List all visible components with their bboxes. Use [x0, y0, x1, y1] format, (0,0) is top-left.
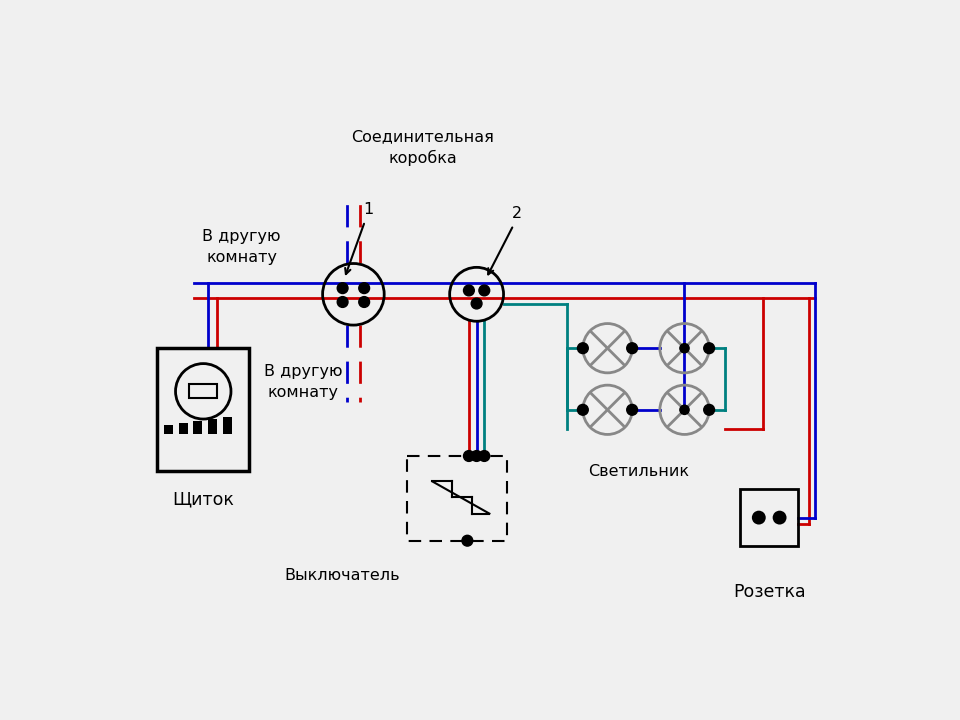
Circle shape [464, 451, 474, 462]
Text: Розетка: Розетка [732, 583, 805, 601]
Circle shape [680, 405, 689, 415]
Bar [223, 417, 231, 434]
Circle shape [578, 343, 588, 354]
Circle shape [479, 451, 490, 462]
Bar [740, 489, 798, 546]
Text: В другую
комнату: В другую комнату [203, 229, 281, 265]
Text: Выключатель: Выключатель [284, 567, 399, 582]
Circle shape [627, 343, 637, 354]
Circle shape [627, 405, 637, 415]
Text: Светильник: Светильник [588, 464, 688, 479]
Circle shape [773, 510, 786, 525]
Bar [208, 418, 217, 434]
Bar [189, 384, 217, 398]
Circle shape [359, 283, 370, 294]
Text: Щиток: Щиток [172, 490, 234, 508]
Circle shape [752, 510, 766, 525]
Text: Соединительная
коробка: Соединительная коробка [351, 129, 494, 166]
Circle shape [704, 405, 714, 415]
Circle shape [471, 451, 482, 462]
Circle shape [578, 405, 588, 415]
Bar [193, 420, 203, 434]
Circle shape [471, 298, 482, 309]
Bar [157, 348, 250, 472]
Circle shape [464, 285, 474, 296]
Circle shape [704, 343, 714, 354]
Bar [179, 423, 188, 434]
Circle shape [337, 283, 348, 294]
Circle shape [462, 535, 472, 546]
Circle shape [680, 343, 689, 353]
Text: В другую
комнату: В другую комнату [264, 364, 343, 400]
Circle shape [359, 297, 370, 307]
Bar [407, 456, 508, 541]
Bar [164, 425, 173, 434]
Circle shape [337, 297, 348, 307]
Circle shape [479, 285, 490, 296]
Text: 1: 1 [364, 202, 374, 217]
Text: 2: 2 [512, 206, 521, 221]
